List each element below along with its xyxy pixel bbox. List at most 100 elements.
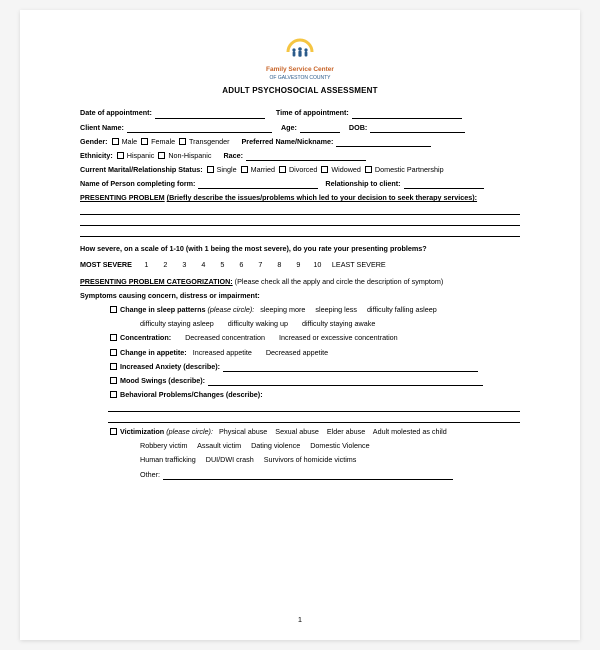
checkbox-widowed[interactable]	[321, 166, 328, 173]
input-anxiety[interactable]	[223, 363, 478, 372]
input-preferred[interactable]	[336, 138, 431, 147]
scale-4[interactable]: 4	[195, 259, 212, 270]
scale-2[interactable]: 2	[157, 259, 174, 270]
conc-opt2[interactable]: Increased or excessive concentration	[279, 333, 398, 342]
scale-3[interactable]: 3	[176, 259, 193, 270]
input-relationship[interactable]	[404, 180, 484, 189]
page-number: 1	[20, 614, 580, 626]
presenting-line-2[interactable]	[80, 217, 520, 226]
hint-victimization: (please circle):	[166, 427, 213, 436]
checkbox-divorced[interactable]	[279, 166, 286, 173]
input-date[interactable]	[155, 110, 265, 119]
checkbox-mood[interactable]	[110, 377, 117, 384]
checkbox-transgender[interactable]	[179, 138, 186, 145]
conc-opt1[interactable]: Decreased concentration	[185, 333, 265, 342]
input-time[interactable]	[352, 110, 462, 119]
logo-block: Family Service Center OF GALVESTON COUNT…	[80, 38, 520, 83]
sleep-opt6[interactable]: difficulty staying awake	[302, 319, 375, 328]
input-completer[interactable]	[198, 180, 318, 189]
scale-8[interactable]: 8	[271, 259, 288, 270]
categorization-instruction: (Please check all the apply and circle t…	[235, 277, 444, 286]
appetite-opt2[interactable]: Decreased appetite	[266, 348, 328, 357]
row-marital: Current Marital/Relationship Status: Sin…	[80, 164, 520, 175]
scale-7[interactable]: 7	[252, 259, 269, 270]
opt-hispanic: Hispanic	[127, 151, 155, 160]
symptoms-heading: Symptoms causing concern, distress or im…	[80, 290, 520, 301]
checkbox-married[interactable]	[241, 166, 248, 173]
label-time: Time of appointment:	[276, 108, 349, 117]
label-sleep: Change in sleep patterns	[120, 305, 205, 314]
sleep-opt2[interactable]: sleeping less	[315, 305, 357, 314]
checkbox-non-hispanic[interactable]	[158, 152, 165, 159]
vict-2b[interactable]: Assault victim	[197, 441, 241, 450]
heading-categorization: PRESENTING PROBLEM CATEGORIZATION:	[80, 277, 233, 286]
opt-transgender: Transgender	[189, 137, 230, 146]
checkbox-hispanic[interactable]	[117, 152, 124, 159]
label-anxiety: Increased Anxiety (describe):	[120, 362, 220, 371]
label-victimization: Victimization	[120, 427, 164, 436]
checkbox-behavioral[interactable]	[110, 391, 117, 398]
checkbox-male[interactable]	[112, 138, 119, 145]
sleep-opt4[interactable]: difficulty staying asleep	[140, 319, 214, 328]
row-vict-3: Human trafficking DUI/DWI crash Survivor…	[80, 454, 520, 465]
row-presenting-heading: PRESENTING PROBLEM (Briefly describe the…	[80, 192, 520, 203]
checkbox-appetite[interactable]	[110, 349, 117, 356]
opt-single: Single	[217, 165, 237, 174]
label-ethnicity: Ethnicity:	[80, 151, 113, 160]
vict-2d[interactable]: Domestic Violence	[310, 441, 369, 450]
input-client-name[interactable]	[127, 124, 272, 133]
vict-2c[interactable]: Dating violence	[251, 441, 300, 450]
label-relationship: Relationship to client:	[325, 179, 400, 188]
hint-sleep: (please circle):	[207, 305, 254, 314]
severity-question: How severe, on a scale of 1-10 (with 1 b…	[80, 243, 520, 254]
checkbox-sleep[interactable]	[110, 306, 117, 313]
opt-divorced: Divorced	[289, 165, 317, 174]
checkbox-concentration[interactable]	[110, 334, 117, 341]
checkbox-victimization[interactable]	[110, 428, 117, 435]
form-page: Family Service Center OF GALVESTON COUNT…	[20, 10, 580, 640]
checkbox-single[interactable]	[207, 166, 214, 173]
vict-1c[interactable]: Elder abuse	[327, 427, 365, 436]
opt-married: Married	[251, 165, 275, 174]
scale-10[interactable]: 10	[309, 259, 326, 270]
row-ethnicity: Ethnicity: Hispanic Non-Hispanic Race:	[80, 150, 520, 161]
checkbox-female[interactable]	[141, 138, 148, 145]
sleep-opt3[interactable]: difficulty falling asleep	[367, 305, 437, 314]
scale-left: MOST SEVERE	[80, 260, 132, 269]
behavioral-line-2[interactable]	[108, 414, 520, 423]
label-age: Age:	[281, 123, 297, 132]
row-anxiety: Increased Anxiety (describe):	[80, 361, 520, 372]
input-dob[interactable]	[370, 124, 465, 133]
checkbox-domestic[interactable]	[365, 166, 372, 173]
checkbox-anxiety[interactable]	[110, 363, 117, 370]
scale-1[interactable]: 1	[138, 259, 155, 270]
input-mood[interactable]	[208, 377, 483, 386]
row-mood: Mood Swings (describe):	[80, 375, 520, 386]
vict-1a[interactable]: Physical abuse	[219, 427, 267, 436]
sleep-opt1[interactable]: sleeping more	[260, 305, 305, 314]
input-vict-other[interactable]	[163, 471, 453, 480]
appetite-opt1[interactable]: Increased appetite	[193, 348, 252, 357]
behavioral-line-1[interactable]	[108, 403, 520, 412]
vict-1b[interactable]: Sexual abuse	[275, 427, 319, 436]
input-race[interactable]	[246, 152, 366, 161]
scale-5[interactable]: 5	[214, 259, 231, 270]
logo-org-name: Family Service Center	[80, 65, 520, 75]
scale-right: LEAST SEVERE	[332, 260, 386, 269]
scale-9[interactable]: 9	[290, 259, 307, 270]
vict-3b[interactable]: DUI/DWI crash	[206, 455, 254, 464]
presenting-line-3[interactable]	[80, 228, 520, 237]
vict-1d[interactable]: Adult molested as child	[373, 427, 447, 436]
presenting-line-1[interactable]	[80, 206, 520, 215]
row-sleep2: difficulty staying asleep difficulty wak…	[80, 318, 520, 329]
sleep-opt5[interactable]: difficulty waking up	[228, 319, 288, 328]
opt-female: Female	[151, 137, 175, 146]
severity-scale: MOST SEVERE 1 2 3 4 5 6 7 8 9 10 LEAST S…	[80, 259, 520, 270]
row-behavioral: Behavioral Problems/Changes (describe):	[80, 389, 520, 400]
vict-3c[interactable]: Survivors of homicide victims	[264, 455, 357, 464]
input-age[interactable]	[300, 124, 340, 133]
vict-3a[interactable]: Human trafficking	[140, 455, 196, 464]
presenting-instruction: (Briefly describe the issues/problems wh…	[167, 193, 477, 202]
vict-2a[interactable]: Robbery victim	[140, 441, 188, 450]
scale-6[interactable]: 6	[233, 259, 250, 270]
